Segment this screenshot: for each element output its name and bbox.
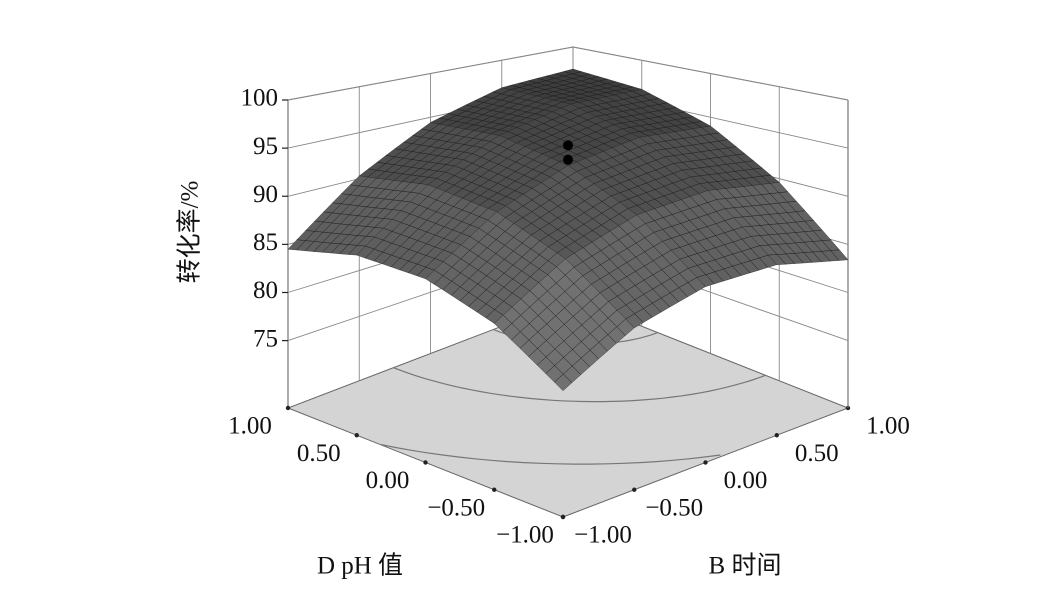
surface-patch [567,137,709,216]
tick-mark [560,514,566,520]
tick-mark [423,460,428,465]
surface-patch [707,182,849,265]
surface-patch [501,68,642,105]
surface-patch [429,87,572,136]
surface-patch [498,103,640,166]
z-tick-label: 95 [253,133,278,160]
tick-mark [632,487,637,492]
z-tick-label: 75 [253,325,278,352]
z-tick-label: 85 [253,229,278,256]
x-axis-title: B 时间 [709,552,782,580]
y-tick-label: 0.50 [297,440,341,467]
tick-mark [703,460,708,465]
surface-patch [569,89,712,138]
y-tick-label: −0.50 [427,494,485,521]
tick-mark [354,433,359,438]
x-tick-label: 1.00 [866,413,910,440]
tick-mark [285,405,291,411]
z-tick-label: 90 [253,181,278,208]
y-tick-label: 1.00 [228,413,272,440]
contour [381,444,721,465]
tick-mark [774,433,779,438]
grid-line [287,46,849,101]
z-tick-label: 80 [253,277,278,304]
x-tick-label: −1.00 [574,522,632,549]
surface-patch [427,135,569,213]
surface-patch [636,190,778,287]
x-tick-label: −0.50 [645,494,703,521]
surface-patch [358,122,500,185]
surface-patch [287,175,429,256]
x-tick-label: 0.50 [795,440,839,467]
surface-patch [425,211,566,324]
surface-patch [356,184,498,280]
y-tick-label: −1.00 [496,522,554,549]
data-point [563,140,573,151]
z-tick-label: 100 [241,85,279,112]
surface-patch [565,214,706,329]
contour [393,367,766,403]
surface-patch [494,258,635,391]
data-point [563,154,573,165]
tick-mark [492,487,497,492]
surface-patch [638,125,780,191]
y-axis-title: D pH 值 [317,552,403,580]
y-tick-label: 0.00 [366,467,410,494]
x-tick-label: 0.00 [724,467,768,494]
z-axis-title: 转化率/% [176,181,204,284]
